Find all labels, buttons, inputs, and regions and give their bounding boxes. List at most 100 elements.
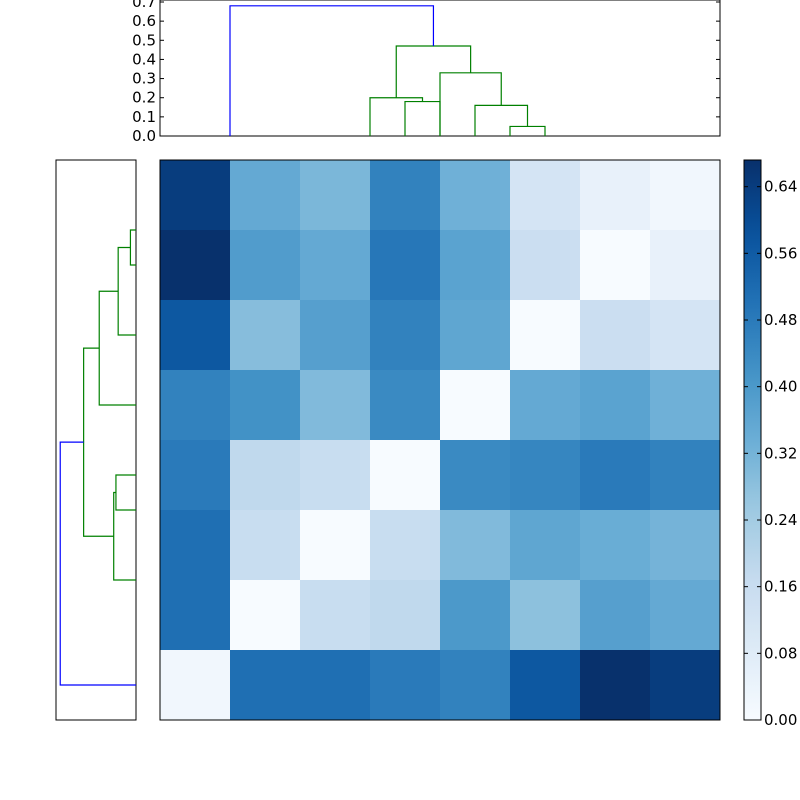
heatmap-cell xyxy=(300,300,371,371)
heatmap-cell xyxy=(440,580,511,651)
heatmap-cell xyxy=(440,440,511,511)
heatmap-cell xyxy=(650,650,721,721)
heatmap-cell xyxy=(230,300,301,371)
heatmap-cell xyxy=(650,230,721,301)
heatmap-cell xyxy=(650,160,721,231)
left-dendrogram xyxy=(55,159,137,721)
top-dendrogram-ytick-label: 0.6 xyxy=(132,12,156,30)
heatmap-cell xyxy=(510,230,581,301)
heatmap-cell xyxy=(300,230,371,301)
heatmap-cell xyxy=(650,300,721,371)
heatmap-cell xyxy=(370,440,441,511)
heatmap-cell xyxy=(650,510,721,581)
heatmap-cell xyxy=(580,580,651,651)
top-dendrogram-link xyxy=(229,5,435,136)
heatmap-cell xyxy=(300,440,371,511)
heatmap-cell xyxy=(440,650,511,721)
heatmap-cell xyxy=(510,160,581,231)
heatmap-cell xyxy=(160,440,231,511)
heatmap-cell xyxy=(370,580,441,651)
colorbar-bar xyxy=(743,159,762,721)
colorbar-tick-label: 0.48 xyxy=(764,311,797,329)
top-dendrogram-link xyxy=(439,72,502,136)
heatmap-cell xyxy=(580,510,651,581)
top-dendrogram-ytick-label: 0.0 xyxy=(132,127,156,145)
heatmap-cell xyxy=(230,440,301,511)
heatmap-cell xyxy=(370,510,441,581)
heatmap-cell xyxy=(510,650,581,721)
heatmap-cell xyxy=(510,370,581,441)
top-dendrogram-ytick-label: 0.5 xyxy=(132,31,156,49)
heatmap-cell xyxy=(160,650,231,721)
top-dendrogram-link xyxy=(369,97,424,136)
heatmap-cell xyxy=(230,510,301,581)
heatmap-cell xyxy=(370,650,441,721)
heatmap-cell xyxy=(510,300,581,371)
heatmap-cell xyxy=(160,370,231,441)
top-dendrogram-link xyxy=(509,125,546,136)
colorbar-tick-label: 0.56 xyxy=(764,244,797,262)
left-dendrogram-frame xyxy=(55,159,137,721)
heatmap-cell xyxy=(510,580,581,651)
heatmap-cell xyxy=(300,160,371,231)
heatmap-cell xyxy=(580,300,651,371)
heatmap-cell xyxy=(230,650,301,721)
left-dendrogram-link xyxy=(98,290,136,406)
heatmap-cell xyxy=(580,230,651,301)
heatmap-cell xyxy=(370,300,441,371)
heatmap-cell xyxy=(580,650,651,721)
left-dendrogram-link xyxy=(113,491,136,581)
heatmap-cell xyxy=(230,230,301,301)
heatmap-cell xyxy=(370,370,441,441)
heatmap-cell xyxy=(580,370,651,441)
heatmap-cell xyxy=(510,440,581,511)
heatmap-cell xyxy=(160,300,231,371)
colorbar-tick-label: 0.08 xyxy=(764,644,797,662)
top-dendrogram-link xyxy=(474,104,529,136)
heatmap-frame xyxy=(159,159,721,721)
heatmap-cell xyxy=(230,580,301,651)
colorbar-tick-label: 0.16 xyxy=(764,578,797,596)
heatmap-cell xyxy=(650,440,721,511)
colorbar-tick-label: 0.40 xyxy=(764,378,797,396)
heatmap-cell xyxy=(440,300,511,371)
colorbar-tick-label: 0.64 xyxy=(764,178,797,196)
top-dendrogram-ytick-label: 0.4 xyxy=(132,50,156,68)
heatmap-cell xyxy=(300,370,371,441)
top-dendrogram-ytick-label: 0.7 xyxy=(132,0,156,11)
colorbar-tick-label: 0.32 xyxy=(764,444,797,462)
heatmap-cell xyxy=(440,510,511,581)
heatmap xyxy=(159,159,721,721)
top-dendrogram-ytick-label: 0.3 xyxy=(132,70,156,88)
top-dendrogram-ytick-label: 0.2 xyxy=(132,89,156,107)
colorbar-tick-label: 0.00 xyxy=(764,711,797,729)
heatmap-cell xyxy=(440,370,511,441)
heatmap-cell xyxy=(300,510,371,581)
heatmap-cell xyxy=(440,230,511,301)
heatmap-cell xyxy=(160,510,231,581)
heatmap-cell xyxy=(160,580,231,651)
heatmap-cell xyxy=(650,370,721,441)
top-dendrogram-ytick-label: 0.1 xyxy=(132,108,156,126)
heatmap-cell xyxy=(160,230,231,301)
heatmap-cell xyxy=(650,580,721,651)
colorbar-tick-label: 0.24 xyxy=(764,511,797,529)
top-dendrogram: 0.00.10.20.3 0.40.50.60.7 xyxy=(132,0,721,145)
heatmap-cell xyxy=(230,370,301,441)
heatmap-cell xyxy=(370,160,441,231)
heatmap-cell xyxy=(580,440,651,511)
heatmap-cell xyxy=(370,230,441,301)
left-dendrogram-link xyxy=(129,229,136,266)
colorbar: 0.00 0.08 0.16 0.24 0.32 0.40 0.48 0.56 0.64 xyxy=(743,159,797,729)
heatmap-cell xyxy=(230,160,301,231)
left-dendrogram-link xyxy=(83,347,114,537)
heatmap-cell xyxy=(300,580,371,651)
heatmap-cell xyxy=(580,160,651,231)
top-dendrogram-link xyxy=(395,45,472,98)
left-dendrogram-link xyxy=(117,246,136,336)
heatmap-cell xyxy=(510,510,581,581)
left-dendrogram-link xyxy=(115,474,136,511)
heatmap-cell xyxy=(440,160,511,231)
heatmap-cell xyxy=(160,160,231,231)
